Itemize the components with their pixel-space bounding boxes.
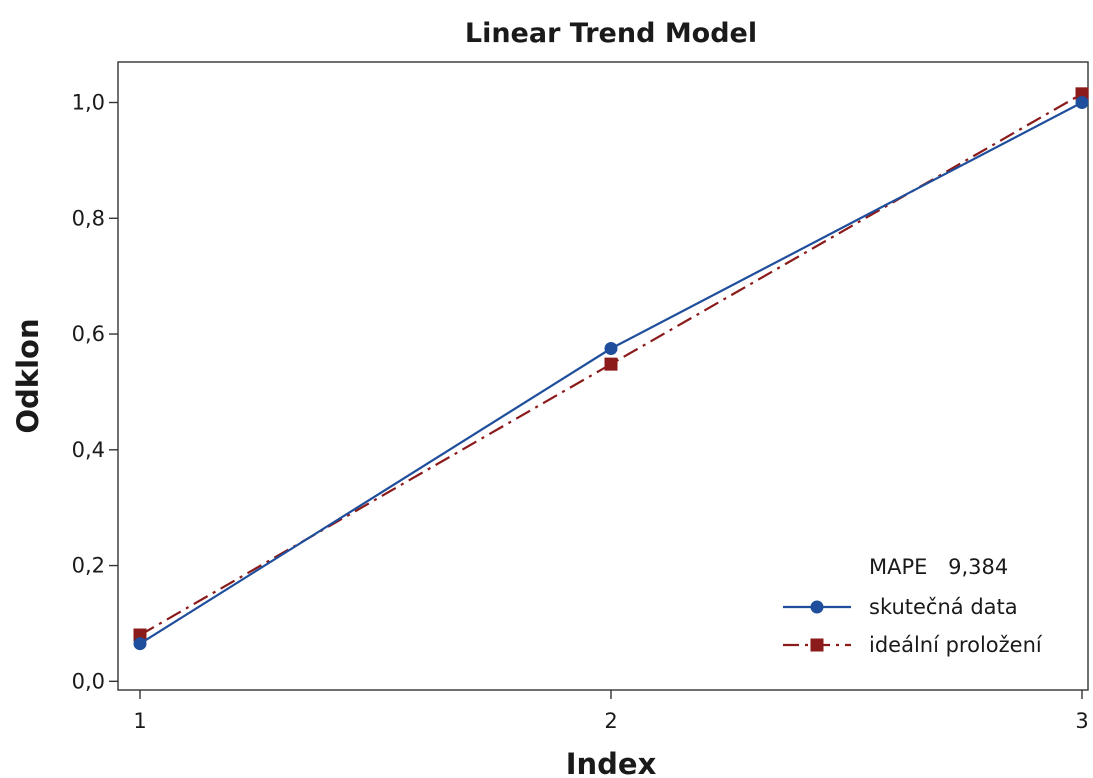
data-point-square [604,357,618,371]
legend-marker-circle [810,600,824,614]
x-axis: 1 2 3 [133,690,1089,733]
x-axis-title: Index [566,747,657,778]
x-tick-label: 3 [1075,709,1088,733]
y-tick-label: 0,6 [72,322,105,346]
mape-annotation: MAPE 9,384 [869,555,1008,579]
data-point-circle [1075,96,1089,110]
data-point-circle [133,637,147,651]
y-tick-label: 0,8 [72,206,105,230]
series-line-skutecna-data [139,101,1083,645]
x-tick-label: 1 [133,709,146,733]
y-axis-title: Odklon [11,318,45,433]
y-tick-label: 0,0 [72,669,105,693]
y-tick-label: 0,4 [72,438,105,462]
chart-title: Linear Trend Model [465,18,757,49]
y-axis: 0,0 0,2 0,4 0,6 0,8 1,0 [72,91,118,693]
plot-frame [117,61,1089,691]
legend-label: skutečná data [869,595,1018,619]
legend-items: skutečná data ideální proložení [783,595,1043,657]
legend-label: ideální proložení [869,633,1043,657]
legend: MAPE 9,384 skutečná data ideální proložen… [783,555,1043,657]
y-tick-label: 0,2 [72,554,105,578]
mape-label: MAPE [869,555,927,579]
legend-marker-square [810,638,824,652]
x-tick-label: 2 [604,709,617,733]
mape-value: 9,384 [948,555,1008,579]
data-point-circle [604,342,618,356]
y-tick-label: 1,0 [72,91,105,115]
series-layer [133,87,1089,651]
